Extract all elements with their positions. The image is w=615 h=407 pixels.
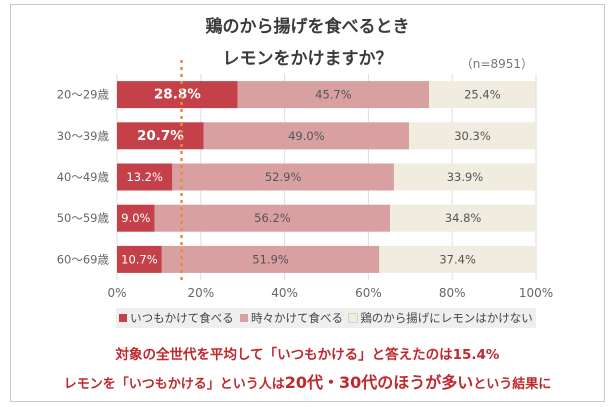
chart-title-line1: 鶏のから揚げを食べるとき: [205, 17, 410, 37]
data-label: 20.7%: [137, 128, 184, 144]
footer-line2-part-c: という結果に: [473, 377, 552, 392]
x-tick-label: 60%: [355, 286, 382, 300]
bar-segment: [393, 163, 536, 191]
data-label: 28.8%: [154, 87, 201, 103]
legend-swatch-always: [119, 314, 128, 322]
bar-segment: [203, 122, 410, 150]
chart-title-line2: レモンをかけますか？: [222, 49, 393, 69]
legend-item-never: 鶏のから揚げにレモンはかけない: [348, 310, 533, 326]
bar-segment: [117, 245, 162, 273]
legend: いつもかけて食べる 時々かけて食べる 鶏のから揚げにレモンはかけない: [116, 308, 536, 328]
x-tick-label: 0%: [107, 286, 126, 300]
legend-swatch-never: [348, 313, 359, 323]
data-label: 10.7%: [121, 252, 158, 266]
footer-summary-line1: 対象の全世代を平均して「いつもかける」と答えたのは15.4%: [115, 347, 500, 363]
bar-segment: [161, 245, 380, 273]
data-label: 51.9%: [252, 252, 289, 266]
data-label: 9.0%: [121, 211, 150, 225]
footer-summary-line2: レモンを「いつもかける」という人は20代・30代のほうが多いという結果に: [0, 369, 615, 393]
category-label: 40～49歳: [57, 170, 110, 184]
legend-swatch-sometimes: [239, 314, 248, 322]
footer-line2-highlight: 20代・30代のほうが多い: [284, 373, 474, 392]
data-label: 34.8%: [445, 211, 482, 225]
data-label: 37.4%: [439, 252, 476, 266]
data-label: 56.2%: [254, 211, 291, 225]
bar-segment: [237, 81, 430, 109]
legend-label-never: 鶏のから揚げにレモンはかけない: [360, 311, 533, 325]
legend-label-always: いつもかけて食べる: [130, 311, 234, 325]
chart-card: [10, 4, 605, 402]
bar-segment: [117, 163, 173, 191]
data-label: 52.9%: [265, 170, 302, 184]
bar-segment: [154, 204, 391, 232]
bar-segment: [117, 204, 155, 232]
category-label: 60～69歳: [57, 252, 110, 266]
legend-label-sometimes: 時々かけて食べる: [250, 311, 343, 325]
bar-segment: [379, 245, 536, 273]
sample-size-note: （n=8951）: [460, 57, 533, 71]
bar-segment: [409, 122, 536, 150]
category-label: 30～39歳: [57, 129, 110, 143]
bar-segment: [117, 81, 238, 109]
x-tick-label: 100%: [519, 286, 553, 300]
bar-segment: [429, 81, 536, 109]
data-label: 45.7%: [315, 88, 352, 102]
legend-item-always: いつもかけて食べる: [119, 310, 234, 326]
x-tick-label: 80%: [439, 286, 466, 300]
data-label: 13.2%: [126, 170, 163, 184]
data-label: 49.0%: [288, 129, 325, 143]
category-label: 50～59歳: [57, 211, 110, 225]
category-label: 20～29歳: [57, 88, 110, 102]
data-label: 33.9%: [447, 170, 484, 184]
data-label: 30.3%: [454, 129, 491, 143]
bar-segment: [172, 163, 394, 191]
x-tick-label: 40%: [271, 286, 298, 300]
x-tick-label: 20%: [187, 286, 214, 300]
legend-item-sometimes: 時々かけて食べる: [239, 310, 343, 326]
bar-segment: [117, 122, 204, 150]
data-label: 25.4%: [464, 88, 501, 102]
bar-segment: [390, 204, 536, 232]
footer-line2-part-a: レモンを「いつもかける」という人は: [63, 377, 285, 392]
